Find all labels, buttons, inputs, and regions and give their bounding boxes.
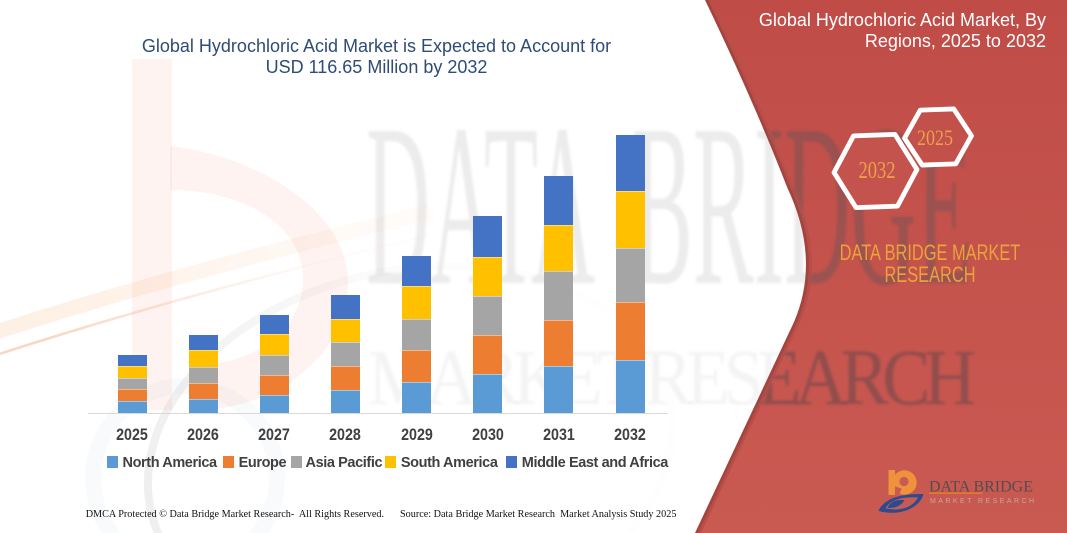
svg-text:DATA BRIDGE: DATA BRIDGE <box>929 479 1033 496</box>
svg-text:2025: 2025 <box>917 125 953 150</box>
svg-text:MARKET RESEARCH: MARKET RESEARCH <box>368 335 976 422</box>
svg-text:2032: 2032 <box>859 158 896 184</box>
svg-text:MARKET RESEARCH: MARKET RESEARCH <box>930 498 1034 505</box>
